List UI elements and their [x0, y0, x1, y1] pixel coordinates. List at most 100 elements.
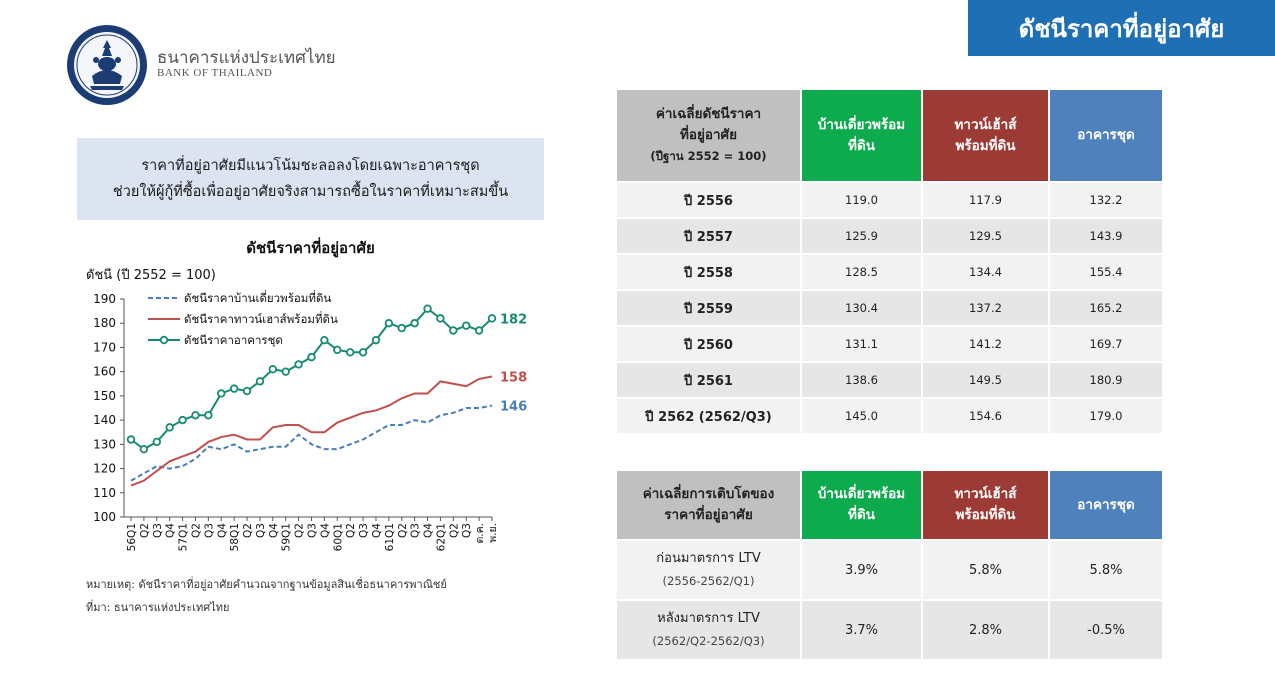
page-title-banner: ดัชนีราคาที่อยู่อาศัย	[968, 0, 1275, 56]
series-point	[217, 389, 226, 398]
table-row: ก่อนมาตรการ LTV (2556-2562/Q1) 3.9% 5.8%…	[615, 539, 1164, 601]
legend-label: ดัชนีราคาทาวน์เฮาส์พร้อมที่ดิน	[184, 311, 338, 326]
series-point	[126, 435, 136, 444]
cell-value: 125.9	[800, 217, 923, 255]
series-point	[178, 415, 187, 425]
cell-value: 2.8%	[921, 599, 1050, 661]
series-point	[255, 377, 265, 386]
y-tick-label: 190	[93, 292, 116, 306]
x-tick-label: Q3	[307, 523, 319, 538]
x-tick-label: Q3	[152, 523, 164, 538]
series-point	[320, 335, 329, 345]
row-label: ปี 2562 (2562/Q3)	[615, 397, 802, 435]
header-text: อาคารชุด	[1077, 496, 1135, 513]
legend-label: ดัชนีราคาบ้านเดี่ยวพร้อมที่ดิน	[184, 290, 331, 305]
x-tick-label: Q4	[165, 523, 177, 538]
x-tick-label: Q2	[397, 523, 409, 538]
y-tick-label: 150	[93, 389, 116, 403]
x-tick-label: Q4	[371, 523, 383, 538]
x-tick-label: Q2	[345, 523, 357, 538]
table-row: ปี 2556 119.0 117.9 132.2	[615, 181, 1164, 219]
table-row: ปี 2557 125.9 129.5 143.9	[615, 217, 1164, 255]
series-point	[345, 348, 355, 357]
index-header-line-1: ค่าเฉลี่ยดัชนีราคา	[655, 106, 762, 122]
growth-table-header-condo: อาคารชุด	[1048, 469, 1164, 541]
series-point	[307, 352, 316, 362]
table-row: หลังมาตรการ LTV (2562/Q2-2562/Q3) 3.7% 2…	[615, 599, 1164, 661]
series-point	[410, 319, 419, 328]
x-tick-label: 61Q1	[384, 523, 396, 551]
x-tick-label: 59Q1	[281, 523, 293, 551]
cell-value: 132.2	[1048, 181, 1164, 219]
growth-table: ค่าเฉลี่ยการเติบโตของ ราคาที่อยู่อาศัย บ…	[615, 469, 1164, 661]
series-point	[152, 437, 161, 447]
y-tick-label: 170	[93, 340, 116, 354]
x-tick-label: Q4	[268, 523, 280, 538]
series-line-2	[130, 307, 493, 451]
growth-table-header-detached: บ้านเดี่ยวพร้อม ที่ดิน	[800, 469, 923, 541]
headline-line-2: ช่วยให้ผู้กู้ที่ซื้อเพื่ออยู่อาศัยจริงสา…	[112, 184, 509, 200]
growth-header-line-1: ค่าเฉลี่ยการเติบโตของ	[642, 486, 775, 502]
cell-value: 134.4	[921, 253, 1050, 291]
org-name-english: BANK OF THAILAND	[157, 67, 273, 79]
series-point	[204, 411, 213, 420]
table-row: ปี 2562 (2562/Q3) 145.0 154.6 179.0	[615, 397, 1164, 435]
chart-title: ดัชนีราคาที่อยู่อาศัย	[246, 239, 375, 257]
series-end-label: 182	[500, 312, 527, 327]
cell-value: 138.6	[800, 361, 923, 399]
index-table-header-metric: ค่าเฉลี่ยดัชนีราคา ที่อยู่อาศัย (ปีฐาน 2…	[615, 88, 802, 183]
series-line-1	[130, 375, 493, 487]
row-label-main: หลังมาตรการ LTV	[657, 611, 760, 626]
series-point	[139, 444, 149, 454]
series-point	[268, 365, 278, 374]
x-tick-label: Q2	[294, 523, 306, 538]
y-tick-label: 160	[93, 365, 116, 379]
y-tick-label: 130	[93, 437, 116, 451]
series-point	[384, 319, 394, 328]
series-point	[397, 323, 406, 333]
header-text: อาคารชุด	[1077, 127, 1135, 143]
row-label: ปี 2561	[615, 361, 802, 399]
x-tick-label: Q3	[358, 523, 370, 538]
series-point	[487, 314, 497, 323]
row-label-period: (2562/Q2-2562/Q3)	[652, 634, 765, 648]
index-table-header-detached: บ้านเดี่ยวพร้อม ที่ดิน	[800, 88, 923, 183]
growth-table-header-townhouse: ทาวน์เฮ้าส์ พร้อมที่ดิน	[921, 469, 1050, 541]
header-text: พร้อมที่ดิน	[955, 507, 1016, 523]
org-name-thai: ธนาคารแห่งประเทศไทย	[157, 48, 336, 67]
x-tick-label: Q2	[139, 523, 151, 538]
header-text: บ้านเดี่ยวพร้อม	[817, 116, 906, 133]
index-table: ค่าเฉลี่ยดัชนีราคา ที่อยู่อาศัย (ปีฐาน 2…	[615, 88, 1164, 435]
header-text: ที่ดิน	[848, 137, 875, 154]
series-point	[333, 345, 342, 355]
legend-marker	[159, 335, 169, 345]
series-point	[371, 335, 381, 345]
row-label: ปี 2559	[615, 289, 802, 327]
cell-value: 169.7	[1048, 325, 1164, 363]
series-point	[423, 304, 432, 313]
row-label: ปี 2557	[615, 217, 802, 255]
growth-table-header-metric: ค่าเฉลี่ยการเติบโตของ ราคาที่อยู่อาศัย	[615, 469, 802, 541]
row-label: ก่อนมาตรการ LTV (2556-2562/Q1)	[615, 539, 802, 601]
cell-value: 155.4	[1048, 253, 1164, 291]
table-row: ปี 2560 131.1 141.2 169.7	[615, 325, 1164, 363]
y-tick-label: 100	[93, 510, 116, 524]
series-point	[242, 386, 252, 396]
series-point	[294, 360, 303, 369]
table-row: ปี 2561 138.6 149.5 180.9	[615, 361, 1164, 399]
x-tick-label: 62Q1	[435, 523, 447, 551]
x-tick-label: Q3	[410, 523, 422, 538]
x-tick-label: Q4	[216, 523, 228, 538]
cell-value: 165.2	[1048, 289, 1164, 327]
table-row: ปี 2559 130.4 137.2 165.2	[615, 289, 1164, 327]
row-label: หลังมาตรการ LTV (2562/Q2-2562/Q3)	[615, 599, 802, 661]
index-header-line-2: ที่อยู่อาศัย	[679, 127, 738, 143]
row-label: ปี 2556	[615, 181, 802, 219]
cell-value: 3.9%	[800, 539, 923, 601]
series-point	[191, 411, 200, 420]
x-tick-label: Q4	[319, 523, 331, 538]
cell-value: 119.0	[800, 181, 923, 219]
footnote-note: หมายเหตุ: ดัชนีราคาที่อยู่อาศัยคำนวณจากฐ…	[86, 578, 447, 591]
x-tick-label: 56Q1	[126, 523, 138, 551]
